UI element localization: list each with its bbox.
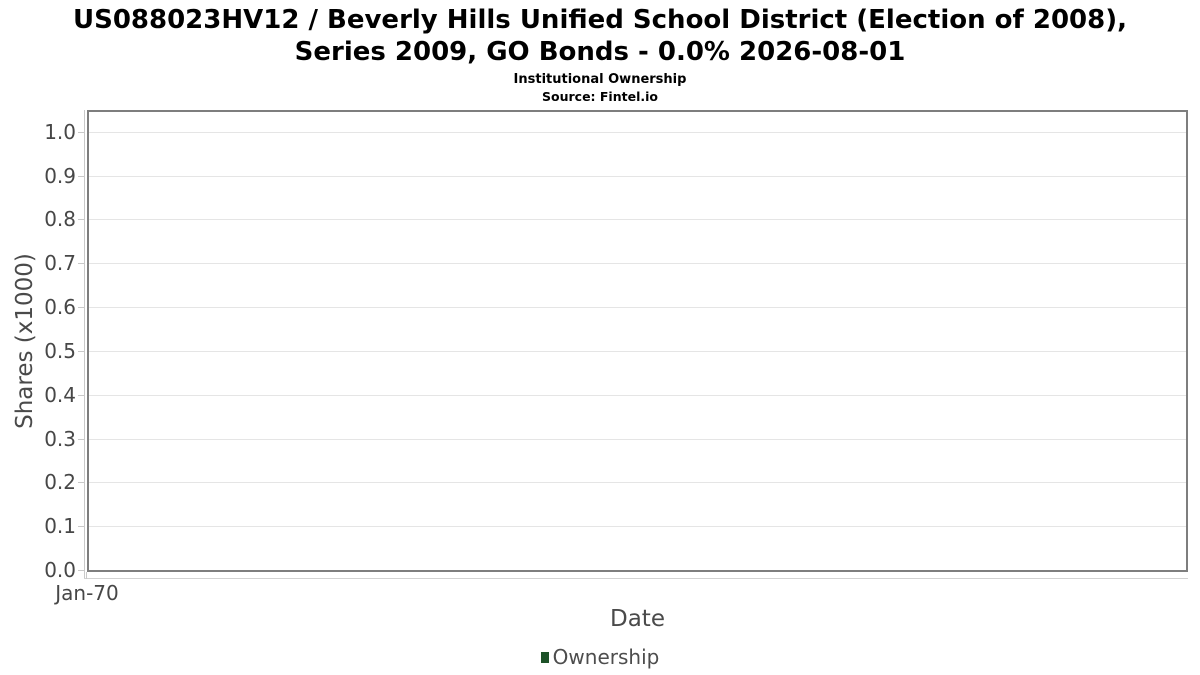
y-tick-label-1.0: 1.0 (44, 119, 76, 144)
y-tick-label-0.2: 0.2 (44, 470, 76, 495)
legend-swatch-ownership (540, 651, 549, 663)
gridline-y-0.3 (89, 438, 1186, 440)
x-axis-label: Date (610, 606, 665, 632)
y-tick-label-0.3: 0.3 (44, 426, 76, 451)
chart-subtitle: Institutional Ownership (513, 72, 687, 87)
gridline-y-0.6 (89, 307, 1186, 309)
y-tick-label-0.0: 0.0 (44, 558, 76, 582)
y-tick-label-0.5: 0.5 (44, 338, 76, 363)
y-tick-mark-0.5 (78, 350, 85, 352)
y-tick-label-0.8: 0.8 (44, 207, 76, 232)
y-tick-mark-0.1 (78, 526, 85, 528)
gridline-y-0.9 (89, 175, 1186, 177)
x-tick-mark-0 (86, 572, 87, 579)
y-axis-line (84, 110, 85, 578)
legend-item-ownership[interactable]: Ownership (0, 645, 1200, 669)
y-tick-mark-0.3 (78, 438, 85, 440)
gridline-y-1.0 (89, 131, 1186, 133)
y-tick-label-0.9: 0.9 (44, 163, 76, 188)
y-tick-label-0.1: 0.1 (44, 514, 76, 539)
y-tick-mark-0.4 (78, 394, 85, 396)
y-tick-mark-0.8 (78, 219, 85, 221)
gridline-y-0.4 (89, 394, 1186, 396)
chart-title: US088023HV12 / Beverly Hills Unified Sch… (72, 5, 1127, 67)
y-tick-mark-0.9 (78, 175, 85, 177)
chart-header: US088023HV12 / Beverly Hills Unified Sch… (0, 4, 1200, 104)
x-axis-line (84, 578, 1188, 579)
y-tick-label-0.6: 0.6 (44, 295, 76, 320)
y-tick-mark-0.7 (78, 263, 85, 265)
y-tick-mark-1.0 (78, 131, 85, 133)
plot-area (87, 110, 1188, 572)
y-tick-mark-0.2 (78, 482, 85, 484)
y-tick-mark-0.0 (78, 570, 85, 571)
gridline-y-0.8 (89, 219, 1186, 221)
gridline-y-0.7 (89, 263, 1186, 265)
y-axis-label: Shares (x1000) (12, 253, 38, 429)
y-tick-mark-0.6 (78, 307, 85, 309)
gridline-y-0.1 (89, 526, 1186, 528)
y-tick-label-0.7: 0.7 (44, 251, 76, 276)
y-tick-label-0.4: 0.4 (44, 382, 76, 407)
legend-label: Ownership (552, 645, 660, 669)
gridline-y-0.5 (89, 350, 1186, 352)
chart-source: Source: Fintel.io (542, 89, 658, 104)
gridline-y-0.2 (89, 482, 1186, 484)
x-tick-label-0: Jan-70 (55, 581, 119, 605)
